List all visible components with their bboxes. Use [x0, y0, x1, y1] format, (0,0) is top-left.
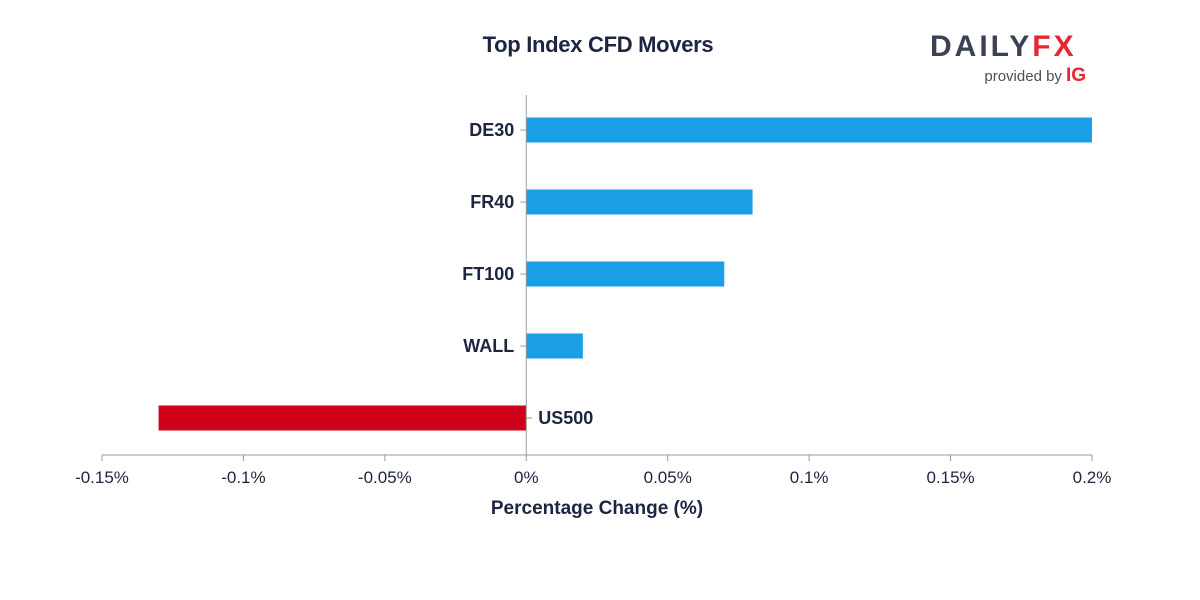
x-axis-title: Percentage Change (%) — [491, 498, 703, 519]
category-label-fr40: FR40 — [470, 192, 514, 212]
x-tick-label: -0.05% — [358, 468, 412, 487]
x-tick-label: -0.15% — [75, 468, 129, 487]
y-axis: DE30 FR40 FT100 WALL US500 — [462, 95, 593, 455]
x-tick-label: 0% — [514, 468, 539, 487]
brand-wordmark: DAILYFX — [930, 30, 1077, 64]
dailyfx-logo: DAILYFX provided by IG — [930, 30, 1090, 90]
category-label-us500: US500 — [538, 408, 593, 428]
bar-wall — [526, 333, 583, 359]
chart-title: Top Index CFD Movers — [482, 32, 714, 57]
bar-ft100 — [526, 261, 725, 287]
x-tick-label: 0.1% — [790, 468, 829, 487]
x-tick-label: -0.1% — [221, 468, 265, 487]
category-label-wall: WALL — [463, 336, 514, 356]
bar-de30 — [526, 117, 1092, 143]
bar-us500 — [158, 405, 527, 431]
x-tick-label: 0.15% — [926, 468, 974, 487]
x-tick-label: 0.05% — [644, 468, 692, 487]
ig-logo: IG — [1065, 65, 1086, 86]
x-axis: -0.15% -0.1% -0.05% 0% 0.05% 0.1% 0.15% 0.2% — [75, 454, 1112, 487]
bars-group — [158, 117, 1092, 431]
bar-fr40 — [526, 189, 753, 215]
brand-fx: FX — [1032, 30, 1077, 63]
x-tick-label: 0.2% — [1073, 468, 1112, 487]
provided-by-label: provided by IG — [984, 66, 1086, 87]
category-label-de30: DE30 — [469, 120, 514, 140]
provided-by-text: provided by — [984, 68, 1062, 85]
category-label-ft100: FT100 — [462, 264, 514, 284]
brand-daily: DAILY — [930, 30, 1033, 63]
